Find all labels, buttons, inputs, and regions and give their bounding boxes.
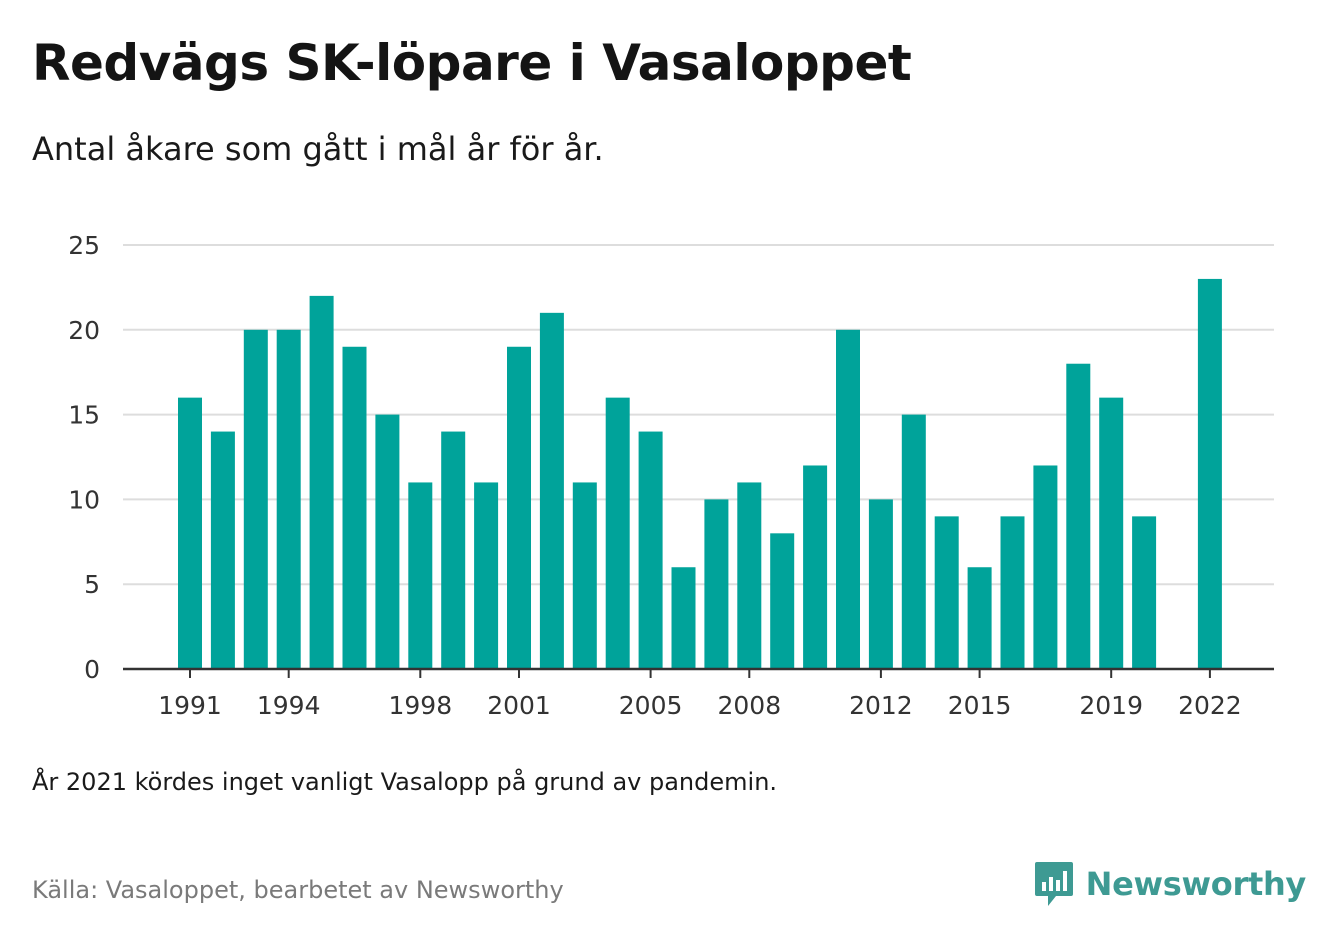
bar-2001 — [507, 346, 531, 669]
chart-note: År 2021 kördes inget vanligt Vasalopp på… — [32, 768, 778, 796]
bar-2004 — [605, 397, 630, 669]
bar-2019 — [1099, 397, 1124, 669]
x-tick-label-2015: 2015 — [948, 691, 1012, 720]
bar-2010 — [803, 465, 828, 669]
bar-2009 — [770, 533, 795, 669]
bars — [178, 278, 1222, 669]
y-tick-label-25: 25 — [68, 231, 100, 260]
bar-2008 — [737, 482, 762, 669]
bar-1991 — [178, 397, 202, 669]
x-tick-label-2022: 2022 — [1178, 691, 1242, 720]
bar-2012 — [868, 499, 893, 669]
bar-2000 — [474, 482, 499, 669]
x-tick-label-2012: 2012 — [849, 691, 913, 720]
y-tick-label-5: 5 — [84, 570, 100, 599]
bar-2007 — [704, 499, 729, 669]
x-tick-label-1991: 1991 — [158, 691, 222, 720]
bar-2018 — [1066, 363, 1091, 669]
chart-title: Redvägs SK-löpare i Vasaloppet — [32, 34, 912, 92]
newsworthy-logo-icon — [1034, 862, 1073, 906]
y-tick-label-0: 0 — [84, 655, 100, 684]
bar-2013 — [901, 414, 926, 669]
bar-2014 — [934, 516, 959, 669]
bar-1998 — [408, 482, 433, 669]
bar-2006 — [671, 567, 696, 669]
bar-1992 — [210, 431, 235, 669]
y-tick-label-20: 20 — [68, 316, 100, 345]
bar-1999 — [441, 431, 466, 669]
x-tick-label-2019: 2019 — [1079, 691, 1143, 720]
bar-2017 — [1033, 465, 1058, 669]
chart-subtitle: Antal åkare som gått i mål år för år. — [32, 130, 604, 168]
bar-2002 — [539, 312, 564, 669]
x-tick-label-1998: 1998 — [388, 691, 452, 720]
x-tick-label-2008: 2008 — [717, 691, 781, 720]
bar-2022 — [1197, 278, 1222, 669]
bar-1996 — [342, 346, 367, 669]
x-tick-label-2005: 2005 — [619, 691, 683, 720]
bar-1994 — [276, 329, 301, 669]
bar-2005 — [638, 431, 663, 669]
source-credit: Källa: Vasaloppet, bearbetet av Newswort… — [32, 876, 564, 904]
brand-name: Newsworthy — [1085, 865, 1307, 903]
bar-1993 — [243, 329, 268, 669]
axes: 0 5 10 15 20 25 1991 1994 1998 2001 2005 2008 2012 20… — [68, 231, 1274, 720]
bar-2003 — [572, 482, 597, 669]
bar-2020 — [1132, 516, 1157, 669]
x-tick-label-1994: 1994 — [257, 691, 321, 720]
bar-2016 — [1000, 516, 1025, 669]
y-tick-label-15: 15 — [68, 401, 100, 430]
x-tick-label-2001: 2001 — [487, 691, 551, 720]
bar-2015 — [967, 567, 992, 669]
bar-1995 — [309, 295, 334, 669]
brand-logo[interactable]: Newsworthy — [1034, 860, 1306, 908]
bar-1997 — [375, 414, 400, 669]
y-tick-label-10: 10 — [68, 485, 100, 514]
bar-2011 — [836, 329, 860, 669]
